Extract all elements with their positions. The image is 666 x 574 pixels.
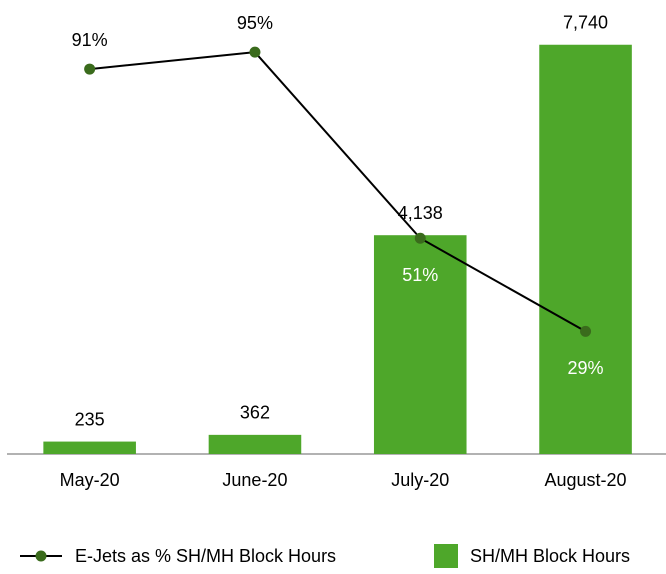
line-value-label: 51% (402, 265, 438, 285)
bar-value-label: 7,740 (563, 12, 608, 32)
x-tick-label: May-20 (60, 470, 120, 490)
line-value-label: 95% (237, 13, 273, 33)
x-tick-label: July-20 (391, 470, 449, 490)
bar-value-label: 235 (75, 409, 105, 429)
bar (373, 235, 467, 454)
legend-label: SH/MH Block Hours (470, 546, 630, 566)
line-marker (580, 325, 592, 337)
bar (539, 44, 632, 455)
bar (43, 441, 136, 454)
bar (208, 434, 302, 454)
x-tick-label: June-20 (222, 470, 287, 490)
line-marker (249, 46, 261, 58)
line-marker (84, 63, 96, 75)
legend-label: E-Jets as % SH/MH Block Hours (75, 546, 336, 566)
bar-value-label: 362 (240, 403, 270, 423)
line-marker (414, 232, 426, 244)
x-tick-label: August-20 (545, 470, 627, 490)
legend-marker (35, 550, 47, 562)
bar-value-label: 4,138 (398, 203, 443, 223)
line (89, 51, 587, 333)
legend-swatch (434, 544, 458, 568)
line-value-label: 29% (568, 358, 604, 378)
line-value-label: 91% (72, 30, 108, 50)
